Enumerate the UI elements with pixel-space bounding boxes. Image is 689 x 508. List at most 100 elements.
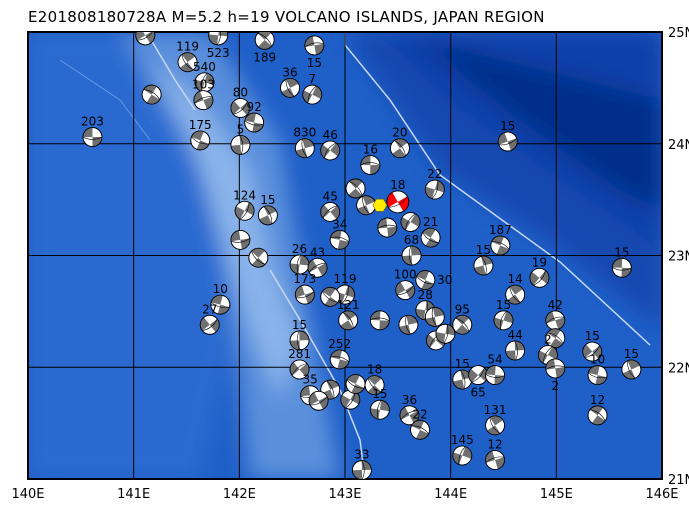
- focal-mechanism-beachball[interactable]: [496, 129, 520, 153]
- focal-mechanism-beachball[interactable]: [208, 25, 229, 46]
- lon-tick-label: 144E: [434, 487, 467, 502]
- focal-mechanism-beachball[interactable]: [306, 388, 332, 414]
- focal-mechanism-beachball[interactable]: [472, 254, 495, 277]
- focal-mechanism-beachball[interactable]: [483, 448, 507, 472]
- focal-mechanism-beachball[interactable]: [209, 293, 232, 316]
- focal-mechanism-beachball[interactable]: [542, 325, 568, 351]
- event-label: 30: [437, 273, 452, 287]
- focal-mechanism-beachball[interactable]: [230, 134, 251, 156]
- focal-mechanism-beachball[interactable]: [545, 358, 566, 379]
- focal-mechanism-beachball[interactable]: [449, 311, 476, 338]
- focal-mechanism-beachball[interactable]: [611, 257, 632, 278]
- focal-mechanism-beachball[interactable]: [305, 255, 331, 281]
- focal-mechanism-beachball[interactable]: [289, 330, 310, 351]
- event-label: 131: [484, 403, 507, 417]
- focal-mechanism-beachball[interactable]: [488, 233, 513, 258]
- lon-tick-label: 145E: [540, 487, 573, 502]
- focal-mechanism-beachball[interactable]: [397, 313, 420, 336]
- focal-mechanism-beachball[interactable]: [619, 357, 644, 382]
- event-label: 124: [233, 188, 256, 202]
- focal-mechanism-beachball[interactable]: [450, 443, 474, 467]
- focal-mechanism-beachball[interactable]: [361, 372, 388, 399]
- event-label: 103: [192, 78, 215, 92]
- lat-tick-label: 22N: [668, 361, 689, 376]
- focal-mechanism-beachball[interactable]: [251, 26, 278, 53]
- event-label: 119: [176, 40, 199, 54]
- focal-mechanism-beachball[interactable]: [584, 402, 611, 429]
- focal-mechanism-beachball[interactable]: [579, 338, 606, 365]
- focal-mechanism-beachball[interactable]: [502, 281, 528, 307]
- focal-mechanism-beachball[interactable]: [387, 135, 414, 162]
- event-label: 15: [624, 347, 639, 361]
- event-label: 10: [213, 282, 228, 296]
- focal-mechanism-beachball[interactable]: [434, 323, 456, 345]
- event-label: 28: [418, 288, 433, 302]
- focal-mechanism-beachball[interactable]: [293, 283, 317, 307]
- event-label: 145: [451, 433, 474, 447]
- focal-mechanism-beachball[interactable]: [342, 175, 369, 202]
- focal-mechanism-beachball[interactable]: [317, 199, 344, 226]
- event-label: 14: [507, 272, 522, 286]
- focal-mechanism-beachball[interactable]: [243, 111, 265, 133]
- focal-mechanism-beachball[interactable]: [392, 277, 418, 303]
- focal-mechanism-beachball[interactable]: [424, 306, 446, 328]
- focal-mechanism-beachball[interactable]: [174, 49, 201, 76]
- event-label: 7: [308, 72, 316, 86]
- focal-mechanism-beachball[interactable]: [377, 217, 398, 238]
- focal-mechanism-beachball[interactable]: [505, 340, 526, 361]
- focal-mechanism-beachball[interactable]: [255, 203, 280, 228]
- focal-mechanism-beachball[interactable]: [191, 88, 216, 113]
- focal-mechanism-beachball[interactable]: [451, 368, 474, 391]
- event-label: 173: [293, 272, 316, 286]
- focal-mechanism-beachball[interactable]: [232, 198, 258, 224]
- focal-mechanism-beachball[interactable]: [132, 22, 158, 48]
- focal-mechanism-beachball[interactable]: [188, 128, 213, 153]
- event-label: 42: [548, 298, 563, 312]
- focal-mechanism-beachball[interactable]: [485, 365, 505, 385]
- focal-mechanism-beachball[interactable]: [586, 364, 609, 387]
- focal-mechanism-beachball[interactable]: [369, 310, 390, 331]
- focal-mechanism-beachball[interactable]: [328, 229, 351, 252]
- event-label: 175: [189, 118, 212, 132]
- focal-mechanism-beachball[interactable]: [407, 417, 432, 442]
- event-label: 22: [412, 407, 427, 421]
- event-label: 54: [487, 353, 502, 367]
- axis-labels: 140E 141E 142E 143E 144E 145E 146E21N 22N 23N 24N…: [11, 26, 689, 502]
- focal-mechanism-beachball[interactable]: [293, 137, 316, 160]
- focal-mechanism-beachball[interactable]: [299, 82, 325, 108]
- focal-mechanism-beachball[interactable]: [193, 71, 217, 95]
- event-label: 15: [455, 357, 470, 371]
- event-label: 35: [302, 373, 317, 387]
- focal-mechanism-beachball[interactable]: [343, 371, 368, 396]
- focal-mechanism-beachball[interactable]: [245, 244, 272, 271]
- focal-mechanism-beachball[interactable]: [230, 229, 252, 251]
- event-label: 15: [292, 318, 307, 332]
- event-label: 189: [253, 50, 276, 64]
- focal-mechanism-beachball[interactable]: [417, 224, 443, 250]
- focal-mechanism-beachball[interactable]: [317, 284, 343, 310]
- focal-mechanism-beachball[interactable]: [317, 137, 344, 164]
- focal-mechanism-beachball[interactable]: [335, 307, 361, 333]
- focal-mechanism-beachball[interactable]: [465, 362, 492, 389]
- focal-mechanism-beachball[interactable]: [482, 412, 508, 438]
- focal-mechanism-beachball[interactable]: [277, 75, 302, 100]
- focal-mechanism-beachball[interactable]: [397, 209, 423, 235]
- main-event-beachball[interactable]: [383, 187, 413, 217]
- focal-mechanism-beachball[interactable]: [492, 308, 516, 332]
- focal-mechanism-beachball[interactable]: [286, 356, 313, 383]
- focal-mechanism-beachball[interactable]: [82, 127, 103, 147]
- focal-mechanism-beachball[interactable]: [413, 268, 438, 293]
- focal-mechanism-beachball[interactable]: [360, 155, 381, 175]
- focal-mechanism-beachball[interactable]: [401, 245, 422, 266]
- event-label: 33: [354, 448, 369, 462]
- focal-mechanism-beachball[interactable]: [352, 460, 372, 479]
- focal-mechanism-beachball[interactable]: [303, 34, 325, 56]
- focal-mechanism-beachball[interactable]: [227, 95, 254, 122]
- focal-mechanism-beachball[interactable]: [423, 178, 447, 202]
- focal-mechanism-beachball[interactable]: [526, 264, 553, 291]
- focal-mechanism-beachball[interactable]: [369, 399, 391, 421]
- focal-mechanism-beachball[interactable]: [196, 311, 223, 338]
- focal-mechanism-beachball[interactable]: [328, 348, 351, 371]
- focal-mechanism-beachball[interactable]: [139, 81, 165, 107]
